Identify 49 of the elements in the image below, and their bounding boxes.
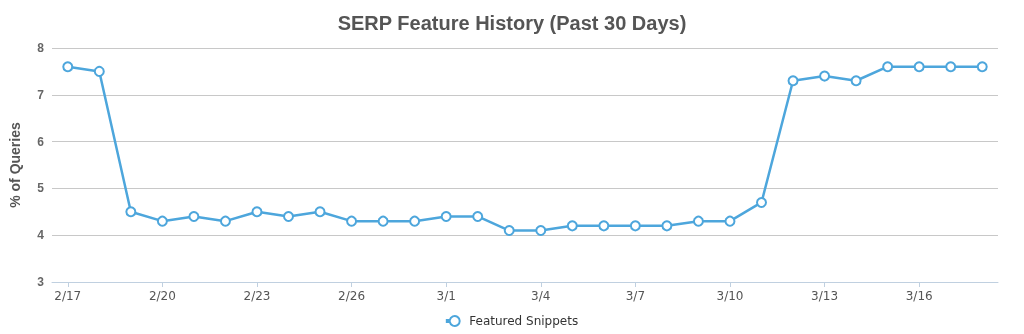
x-tick-label: 3/16 [905, 289, 933, 303]
point [787, 75, 799, 87]
point [409, 215, 421, 227]
point [692, 215, 704, 227]
x-tick-label: 2/26 [338, 289, 366, 303]
point [377, 215, 389, 227]
point [535, 225, 547, 237]
y-tick-label: 5 [37, 181, 45, 196]
point [945, 61, 957, 73]
x-tick-label: 3/7 [625, 289, 646, 303]
y-tick-label: 8 [37, 41, 45, 55]
x-tick-label: 3/1 [436, 289, 456, 303]
x-tick-label: 2/20 [148, 289, 176, 303]
y-tick-label: 6 [37, 134, 45, 149]
point [913, 61, 925, 73]
point [819, 70, 831, 82]
point [629, 220, 641, 232]
point [503, 225, 515, 237]
point [882, 61, 894, 73]
point [472, 210, 484, 222]
point [661, 220, 673, 232]
point [62, 61, 74, 73]
x-tick-label: 3/10 [716, 289, 744, 303]
point [93, 65, 105, 77]
legend-label: Featured Snippets [469, 314, 579, 328]
point [440, 210, 452, 222]
x-tick-label: 2/23 [243, 289, 271, 303]
point [724, 215, 736, 227]
x-tick-label: 2/17 [54, 289, 82, 303]
point [756, 196, 767, 208]
y-tick-label: 3 [37, 275, 45, 289]
point [346, 215, 358, 227]
point [850, 75, 862, 87]
point [188, 210, 200, 222]
y-tick-label: 7 [37, 87, 45, 102]
point [156, 215, 168, 227]
point [598, 220, 610, 232]
point [566, 220, 578, 232]
point [219, 215, 231, 227]
point [251, 206, 263, 218]
x-tick-label: 3/13 [811, 289, 839, 303]
point [283, 210, 294, 222]
chart-title: SERP Feature History (Past 30 Days) [337, 12, 687, 34]
point [976, 61, 988, 73]
y-tick-label: 4 [37, 228, 45, 243]
y-axis-title: % of Queries [7, 122, 23, 208]
point [314, 206, 326, 218]
x-tick-label: 3/4 [531, 289, 551, 303]
point [125, 206, 137, 218]
